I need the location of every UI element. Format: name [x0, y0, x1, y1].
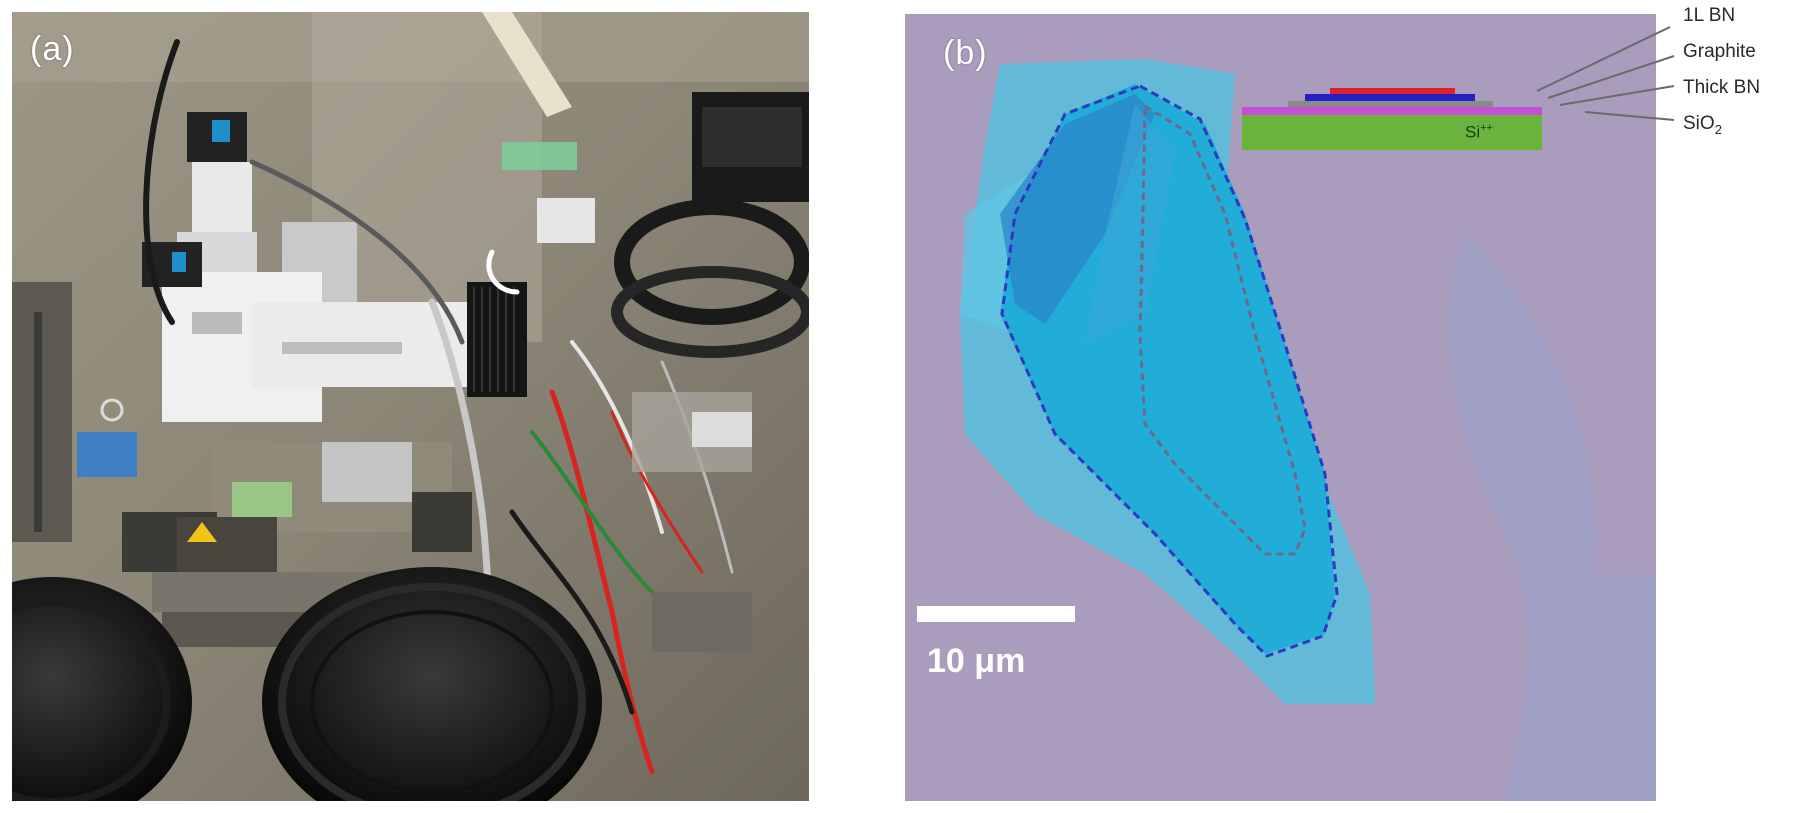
panel-b-label: (b): [943, 34, 988, 72]
glove-port-left: [12, 577, 192, 801]
label-sio2: SiO2: [1683, 113, 1722, 137]
scale-bar: [917, 606, 1075, 622]
blue-dashed-outline: [1000, 84, 1339, 658]
bn-1l-layer: [1330, 88, 1455, 94]
panel-a-label: (a): [30, 30, 75, 68]
thick-bn-layer: [1288, 101, 1493, 107]
si-layer: [1242, 115, 1542, 150]
panel-b-micrograph: (b) Si++ 10 μm: [905, 14, 1656, 801]
glovebox-microscope-photo: [12, 12, 809, 801]
si-label: Si++: [1465, 122, 1493, 142]
glove-port-right: [262, 567, 602, 801]
wall-socket: [537, 198, 595, 243]
connector-block: [77, 432, 137, 477]
sio2-layer: [1242, 107, 1542, 115]
light-tube: [482, 12, 572, 117]
graphite-layer: [1305, 94, 1475, 101]
sample-stage: [322, 442, 412, 502]
grey-dashed-outline: [1138, 103, 1307, 556]
scale-bar-label: 10 μm: [927, 642, 1026, 680]
label-1l-bn: 1L BN: [1683, 5, 1736, 26]
flake-micrograph: [905, 14, 1656, 801]
microscope-head: [192, 162, 252, 242]
label-thick-bn: Thick BN: [1683, 77, 1761, 98]
panel-a-photo: (a): [12, 12, 809, 801]
label-graphite: Graphite: [1683, 41, 1756, 62]
